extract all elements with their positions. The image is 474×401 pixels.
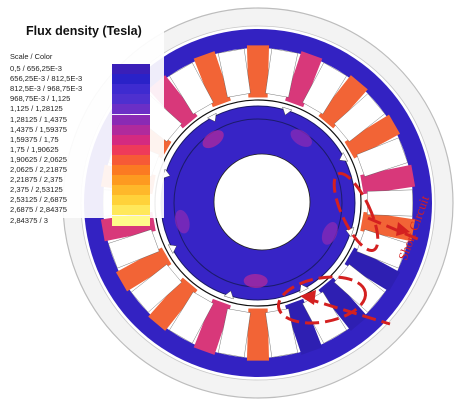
rotor-marker xyxy=(223,290,234,300)
legend-swatch xyxy=(112,64,150,75)
legend-swatch xyxy=(112,124,150,135)
short-circuit-upper-line xyxy=(367,216,421,242)
shaft-bore xyxy=(213,153,311,251)
legend-entry-label: 656,25E-3 / 812,5E-3 xyxy=(10,74,83,84)
rotor-flux-patches xyxy=(174,129,338,288)
legend-entry-label: 2,53125 / 2,6875 xyxy=(10,195,68,205)
legend-swatch xyxy=(112,144,150,155)
legend-entry-label: 2,84375 / 3 xyxy=(10,215,49,225)
stator-slot xyxy=(367,189,413,217)
rotor-flux-patch xyxy=(321,221,338,245)
legend-title: Flux density (Tesla) xyxy=(26,24,142,38)
legend-swatch xyxy=(112,205,150,216)
legend-swatch xyxy=(112,154,150,165)
stator-slot xyxy=(217,48,251,98)
stator-slot xyxy=(334,93,386,142)
arrowhead-left xyxy=(300,290,316,305)
stator-slot xyxy=(108,229,160,269)
stator-slot xyxy=(356,137,408,177)
stator-tooth xyxy=(246,308,270,361)
stator-tooth xyxy=(285,298,323,355)
stator-tooth xyxy=(246,45,270,98)
rotor-marker xyxy=(207,112,217,122)
legend-swatch xyxy=(112,114,150,125)
rotor-marker xyxy=(299,284,309,294)
legend-entry-label: 2,21875 / 2,375 xyxy=(10,175,63,185)
legend-swatch xyxy=(112,185,150,196)
legend-swatch xyxy=(112,165,150,176)
rotor-flux-patch xyxy=(202,130,224,149)
legend-swatch xyxy=(112,195,150,206)
legend-entry-label: 1,4375 / 1,59375 xyxy=(10,124,68,134)
rotor-flux-patch xyxy=(174,209,190,234)
stator-tooth xyxy=(193,51,231,108)
stator-slot xyxy=(265,308,299,358)
stator-slot xyxy=(217,308,251,358)
short-circuit-arrow-line xyxy=(304,296,391,326)
stator-slot xyxy=(302,62,347,115)
stator-slot xyxy=(356,229,408,269)
short-circuit-markers xyxy=(277,171,421,326)
stator-tooth xyxy=(285,51,323,108)
stator-teeth xyxy=(100,45,416,361)
stator-slot xyxy=(334,264,386,313)
legend-swatch xyxy=(112,94,150,105)
stator-tooth xyxy=(360,164,416,195)
legend-entry-label: 2,375 / 2,53125 xyxy=(10,185,63,195)
short-circuit-ellipse-upper xyxy=(332,171,380,253)
legend-entry-label: 0,5 / 656,25E-3 xyxy=(10,64,62,73)
stator-slot xyxy=(169,62,214,115)
stator-tooth xyxy=(193,298,231,355)
rotor-flux-patch xyxy=(243,273,268,288)
legend-entry-label: 1,59375 / 1,75 xyxy=(10,134,59,144)
stator-slot xyxy=(169,291,214,344)
legend-swatch xyxy=(112,84,150,95)
arrowhead-right xyxy=(396,222,410,236)
rotor-marker xyxy=(167,244,177,254)
legend-entry-label: 2,0625 / 2,21875 xyxy=(10,165,68,174)
legend: Flux density (Tesla) Scale / Color 0,5 /… xyxy=(4,22,164,226)
stator-tooth xyxy=(344,114,401,159)
short-circuit-ellipse-lower xyxy=(277,275,367,325)
legend-swatch xyxy=(112,104,150,115)
legend-swatch xyxy=(112,175,150,186)
short-circuit-arrowheads xyxy=(300,222,410,305)
legend-entry-label: 1,125 / 1,28125 xyxy=(10,104,63,114)
stator-tooth xyxy=(318,277,368,331)
legend-swatch xyxy=(112,74,150,85)
legend-scale-label: Scale / Color xyxy=(10,52,53,61)
legend-swatch xyxy=(112,215,150,226)
stator-slot xyxy=(130,264,182,313)
rotor-magnet-markers xyxy=(161,106,355,300)
rotor-marker xyxy=(339,152,349,162)
legend-entry-label: 812,5E-3 / 968,75E-3 xyxy=(10,84,83,94)
legend-entry-label: 1,75 / 1,90625 xyxy=(10,144,59,154)
stator-tooth xyxy=(115,247,172,292)
legend-swatch xyxy=(112,134,150,145)
legend-entry-label: 2,6875 / 2,84375 xyxy=(10,205,68,215)
legend-entry-label: 1,28125 / 1,4375 xyxy=(10,114,68,124)
stator-tooth xyxy=(148,277,198,331)
stator-slot xyxy=(265,48,299,98)
rotor-marker xyxy=(282,106,293,116)
stator-tooth xyxy=(318,75,368,129)
stator-tooth xyxy=(344,247,401,292)
legend-entry-label: 968,75E-3 / 1,125 xyxy=(10,94,71,104)
rotor-flux-patch xyxy=(290,129,312,147)
legend-entry-label: 1,90625 / 2,0625 xyxy=(10,154,68,164)
